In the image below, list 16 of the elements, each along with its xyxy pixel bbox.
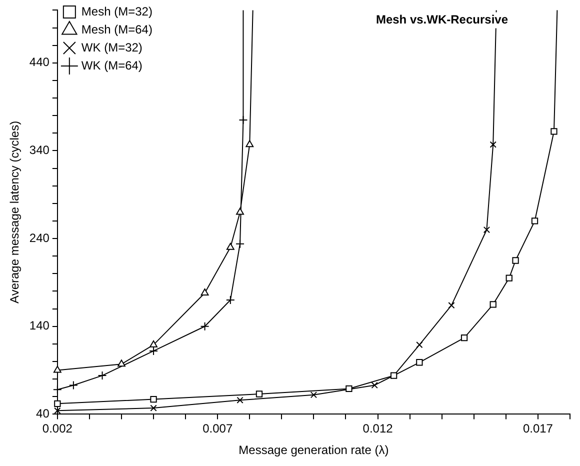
chart-title: Mesh vs.WK-Recursive	[376, 12, 508, 27]
x-axis-title: Message generation rate (λ)	[238, 443, 389, 458]
x-tick-label: 0.002	[42, 422, 73, 436]
y-tick-label: 240	[29, 230, 50, 245]
x-tick-label: 0.017	[522, 422, 554, 436]
y-axis-title: Average message latency (cycles)	[8, 120, 22, 304]
y-tick-label: 40	[36, 406, 50, 421]
y-tick-label: 140	[29, 318, 50, 333]
x-tick-label: 0.007	[202, 422, 233, 436]
legend-label: Mesh (M=64)	[81, 22, 152, 36]
legend-label: WK (M=64)	[81, 58, 142, 72]
legend-label: Mesh (M=32)	[81, 4, 152, 18]
y-tick-label: 440	[29, 55, 50, 70]
x-tick-label: 0.012	[362, 422, 394, 436]
y-tick-label: 340	[29, 143, 50, 158]
legend-label: WK (M=32)	[81, 40, 142, 54]
